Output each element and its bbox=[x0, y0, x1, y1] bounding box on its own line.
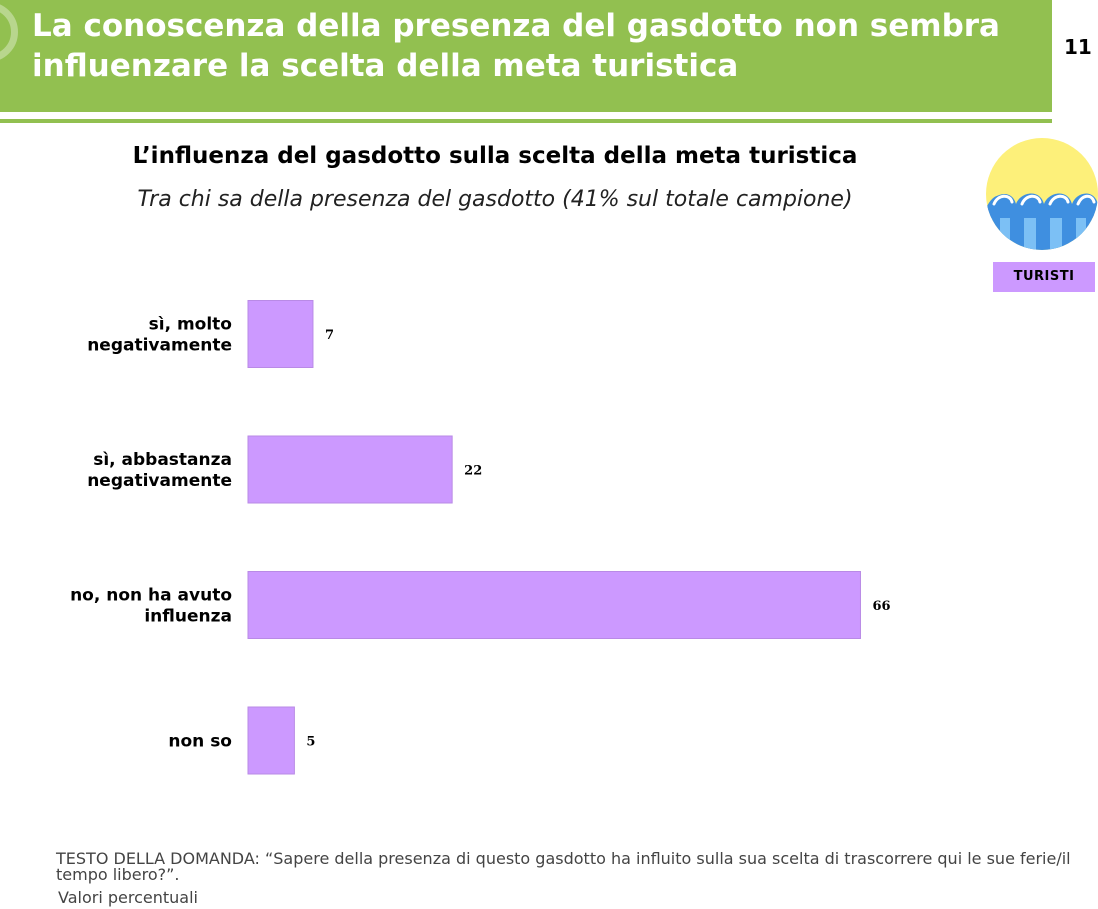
bar-1 bbox=[247, 435, 453, 504]
values-note: Valori percentuali bbox=[58, 888, 198, 907]
bar-3 bbox=[247, 706, 295, 775]
bar-2 bbox=[247, 571, 861, 639]
value-label-3: 5 bbox=[306, 735, 315, 750]
page-number: 11 bbox=[1064, 35, 1092, 59]
question-text: TESTO DELLA DOMANDA: “Sapere della prese… bbox=[56, 849, 1071, 884]
header-bar: La conoscenza della presenza del gasdott… bbox=[0, 0, 1052, 112]
sea-waves-sun-icon bbox=[986, 138, 1098, 250]
value-label-0: 7 bbox=[325, 328, 334, 343]
chart-title: L’influenza del gasdotto sulla scelta de… bbox=[132, 143, 858, 169]
page-title: La conoscenza della presenza del gasdott… bbox=[32, 8, 1000, 84]
bar-0 bbox=[247, 300, 314, 368]
chart-subtitle: Tra chi sa della presenza del gasdotto (… bbox=[137, 187, 853, 212]
value-label-1: 22 bbox=[464, 464, 482, 479]
category-label-1: sì, abbastanza negativamente bbox=[87, 450, 232, 491]
header-divider bbox=[0, 119, 1052, 123]
category-label-2: no, non ha avuto influenza bbox=[70, 586, 232, 627]
category-label-3: non so bbox=[168, 732, 232, 752]
turisti-badge: TURISTI bbox=[993, 262, 1095, 292]
value-label-2: 66 bbox=[872, 599, 890, 614]
category-label-0: sì, molto negativamente bbox=[87, 315, 232, 356]
